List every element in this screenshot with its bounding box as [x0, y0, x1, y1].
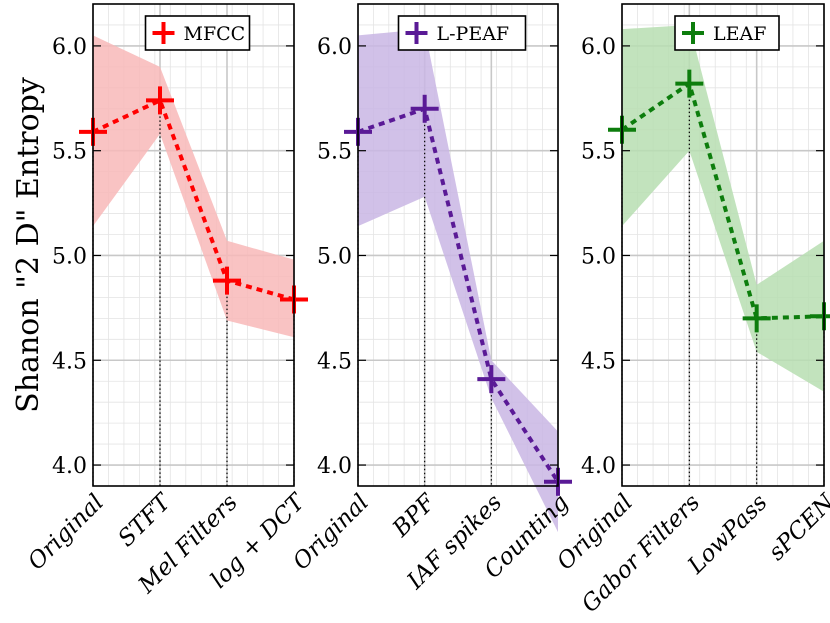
y-tick-label: 5.0	[581, 244, 616, 269]
x-category-label: sPCEN	[764, 489, 830, 566]
legend-label: LEAF	[713, 23, 766, 45]
series-line	[92, 97, 295, 302]
axes-frame	[357, 3, 559, 487]
y-tick-label: 4.0	[317, 454, 352, 479]
data-point-marker	[477, 365, 506, 394]
axes-frame	[621, 3, 825, 487]
data-point-marker	[410, 94, 439, 123]
y-tick-label: 4.0	[52, 454, 87, 479]
data-point-marker	[675, 69, 704, 98]
y-tick-label: 4.5	[317, 349, 352, 374]
legend-l-peaf: L-PEAF	[397, 15, 527, 51]
y-tick-label: 4.5	[581, 349, 616, 374]
confidence-band	[358, 29, 558, 533]
y-tick-label: 6.0	[581, 35, 616, 60]
y-tick-label: 4.5	[52, 349, 87, 374]
axes-frame	[92, 3, 295, 487]
data-point-marker	[213, 266, 241, 295]
y-tick-label: 4.0	[581, 454, 616, 479]
legend-label: MFCC	[184, 23, 246, 45]
series-line	[620, 80, 825, 321]
legend-label: L-PEAF	[437, 23, 510, 45]
x-category-label: BPF	[387, 489, 441, 543]
x-category-label: STFT	[113, 488, 177, 552]
x-category-label: Gabor Filters	[577, 489, 705, 617]
y-axis-label: Shanon "2 D" Entropy	[11, 77, 46, 413]
data-point-marker	[146, 86, 174, 115]
legend-mfcc: MFCC	[144, 15, 251, 51]
y-tick-label: 5.5	[581, 140, 616, 165]
y-tick-label: 5.0	[52, 244, 87, 269]
y-tick-label: 5.5	[52, 140, 87, 165]
legend-leaf: LEAF	[674, 15, 780, 51]
y-tick-label: 6.0	[52, 35, 87, 60]
series-line	[357, 106, 560, 483]
y-tick-label: 5.5	[317, 140, 352, 165]
x-category-label: Original	[23, 490, 109, 576]
y-tick-label: 6.0	[317, 35, 352, 60]
confidence-band	[622, 24, 824, 392]
data-point-marker	[742, 304, 771, 333]
y-tick-label: 5.0	[317, 244, 352, 269]
